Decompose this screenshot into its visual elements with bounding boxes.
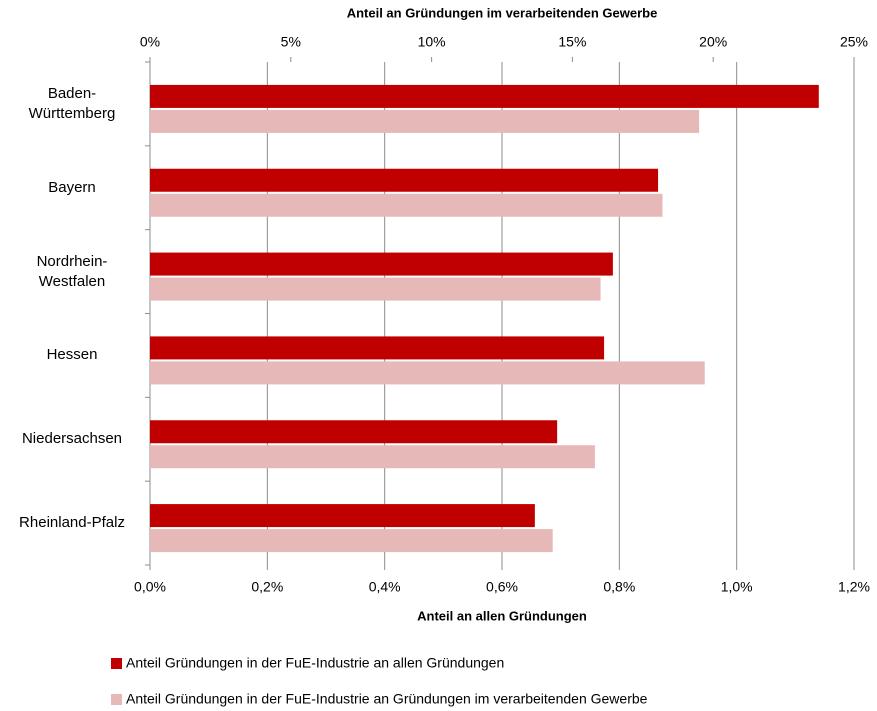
x2-tick-label: 5% <box>281 34 301 50</box>
bar <box>150 445 595 469</box>
bar <box>150 336 605 360</box>
x2-tick-label: 15% <box>558 34 586 50</box>
bar <box>150 252 613 276</box>
bar <box>150 420 558 444</box>
bar <box>150 168 659 192</box>
bar <box>150 277 601 301</box>
x-tick-label: 0,8% <box>603 579 635 595</box>
x2-axis-title: Anteil an Gründungen im verarbeitenden G… <box>347 5 658 20</box>
x-tick-label: 0,2% <box>251 579 283 595</box>
y-tick-label: Bayern <box>48 178 96 196</box>
legend-swatch <box>111 694 122 705</box>
bar <box>150 504 535 528</box>
legend-label: Anteil Gründungen in der FuE-Industrie a… <box>126 691 648 707</box>
y-tick-label: Nordrhein- Westfalen <box>36 252 108 290</box>
x-axis-title: Anteil an allen Gründungen <box>417 608 587 623</box>
bar <box>150 109 700 133</box>
bar <box>150 529 553 553</box>
x-tick-label: 0,4% <box>369 579 401 595</box>
legend-label: Anteil Gründungen in der FuE-Industrie a… <box>126 655 504 671</box>
y-tick-label: Baden- Württemberg <box>28 84 116 122</box>
x2-tick-label: 10% <box>418 34 446 50</box>
x-tick-label: 1,0% <box>721 579 753 595</box>
x-tick-label: 1,2% <box>838 579 870 595</box>
x-tick-label: 0,0% <box>134 579 166 595</box>
y-tick-label: Niedersachsen <box>21 430 123 448</box>
y-tick-label: Rheinland-Pfalz <box>19 514 125 532</box>
x2-tick-label: 0% <box>140 34 160 50</box>
y-tick-label: Hessen <box>46 346 98 364</box>
bar <box>150 361 705 385</box>
bar <box>150 84 819 108</box>
x-tick-label: 0,6% <box>486 579 518 595</box>
legend-swatch <box>111 658 122 669</box>
x2-tick-label: 20% <box>699 34 727 50</box>
x2-tick-label: 25% <box>840 34 868 50</box>
bar <box>150 193 663 217</box>
